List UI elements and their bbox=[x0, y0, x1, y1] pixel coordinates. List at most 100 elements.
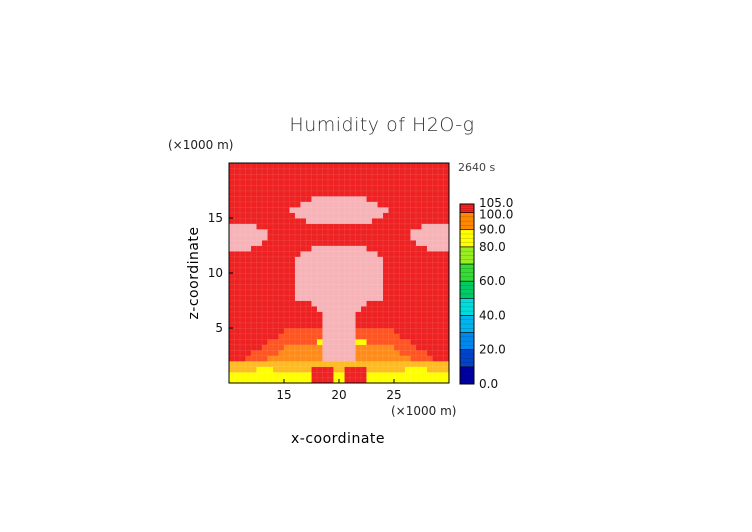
field-cell bbox=[289, 217, 296, 225]
field-cell bbox=[437, 327, 445, 335]
field-cell bbox=[272, 239, 280, 247]
field-cell bbox=[239, 173, 247, 181]
field-cell bbox=[432, 228, 439, 236]
field-cell bbox=[360, 239, 368, 247]
field-cell bbox=[316, 217, 324, 225]
field-cell bbox=[327, 366, 335, 373]
field-cell bbox=[360, 173, 368, 181]
field-cell bbox=[261, 300, 269, 307]
field-cell bbox=[316, 371, 324, 379]
field-cell bbox=[228, 355, 236, 362]
field-cell bbox=[327, 305, 335, 313]
field-cell bbox=[421, 349, 428, 357]
field-cell bbox=[322, 366, 329, 373]
field-cell bbox=[322, 212, 329, 219]
field-cell bbox=[245, 267, 252, 274]
field-cell bbox=[289, 311, 296, 318]
field-cell bbox=[228, 327, 236, 335]
field-cell bbox=[272, 289, 280, 296]
field-cell bbox=[272, 355, 280, 362]
field-cell bbox=[404, 206, 412, 214]
field-cell bbox=[399, 245, 406, 252]
field-cell bbox=[327, 311, 335, 318]
field-cell bbox=[272, 256, 280, 263]
field-cell bbox=[399, 272, 406, 280]
field-cell bbox=[228, 201, 236, 208]
field-cell bbox=[366, 212, 373, 219]
field-cell bbox=[289, 300, 296, 307]
field-cell bbox=[316, 344, 324, 351]
field-cell bbox=[256, 162, 263, 170]
field-cell bbox=[410, 190, 417, 197]
field-cell bbox=[421, 294, 428, 302]
field-cell bbox=[377, 267, 384, 274]
field-cell bbox=[294, 355, 302, 362]
field-cell bbox=[371, 322, 379, 329]
field-cell bbox=[245, 228, 252, 236]
field-cell bbox=[322, 355, 329, 362]
field-cell bbox=[289, 179, 296, 186]
field-cell bbox=[344, 289, 351, 296]
field-cell bbox=[377, 327, 384, 335]
field-cell bbox=[393, 338, 401, 346]
field-cell bbox=[344, 300, 351, 307]
field-cell bbox=[311, 338, 318, 346]
field-cell bbox=[278, 168, 285, 175]
field-cell bbox=[410, 223, 417, 230]
field-cell bbox=[432, 201, 439, 208]
field-cell bbox=[239, 371, 247, 379]
field-cell bbox=[316, 184, 324, 192]
field-cell bbox=[294, 305, 302, 313]
field-cell bbox=[432, 316, 439, 324]
field-cell bbox=[311, 322, 318, 329]
field-cell bbox=[228, 179, 236, 186]
field-cell bbox=[256, 228, 263, 236]
field-cell bbox=[366, 349, 373, 357]
field-cell bbox=[349, 338, 357, 346]
field-cell bbox=[366, 355, 373, 362]
field-cell bbox=[366, 267, 373, 274]
field-cell bbox=[327, 322, 335, 329]
field-cell bbox=[311, 327, 318, 335]
field-cell bbox=[355, 234, 362, 241]
field-cell bbox=[432, 272, 439, 280]
field-cell bbox=[338, 256, 346, 263]
field-cell bbox=[239, 223, 247, 230]
field-cell bbox=[267, 338, 274, 346]
field-cell bbox=[388, 305, 395, 313]
field-cell bbox=[327, 327, 335, 335]
field-cell bbox=[300, 327, 307, 335]
field-cell bbox=[261, 228, 269, 236]
field-cell bbox=[410, 272, 417, 280]
field-cell bbox=[371, 371, 379, 379]
field-cell bbox=[421, 212, 428, 219]
field-cell bbox=[278, 190, 285, 197]
field-cell bbox=[399, 212, 406, 219]
field-cell bbox=[228, 300, 236, 307]
field-cell bbox=[360, 366, 368, 373]
field-cell bbox=[250, 349, 258, 357]
field-cell bbox=[245, 338, 252, 346]
field-cell bbox=[399, 267, 406, 274]
field-cell bbox=[294, 283, 302, 291]
field-cell bbox=[256, 305, 263, 313]
field-cell bbox=[393, 289, 401, 296]
field-cell bbox=[272, 206, 280, 214]
field-cell bbox=[327, 162, 335, 170]
field-cell bbox=[239, 294, 247, 302]
field-cell bbox=[349, 267, 357, 274]
field-cell bbox=[404, 256, 412, 263]
field-cell bbox=[322, 239, 329, 247]
field-cell bbox=[228, 349, 236, 357]
field-cell bbox=[426, 289, 434, 296]
colorbar-tick-label: 0.0 bbox=[479, 377, 498, 391]
field-cell bbox=[234, 355, 241, 362]
field-cell bbox=[355, 206, 362, 214]
field-cell bbox=[316, 223, 324, 230]
field-cell bbox=[393, 333, 401, 340]
field-cell bbox=[256, 366, 263, 373]
field-cell bbox=[338, 311, 346, 318]
field-cell bbox=[393, 322, 401, 329]
field-cell bbox=[283, 195, 291, 203]
field-cell bbox=[228, 184, 236, 192]
